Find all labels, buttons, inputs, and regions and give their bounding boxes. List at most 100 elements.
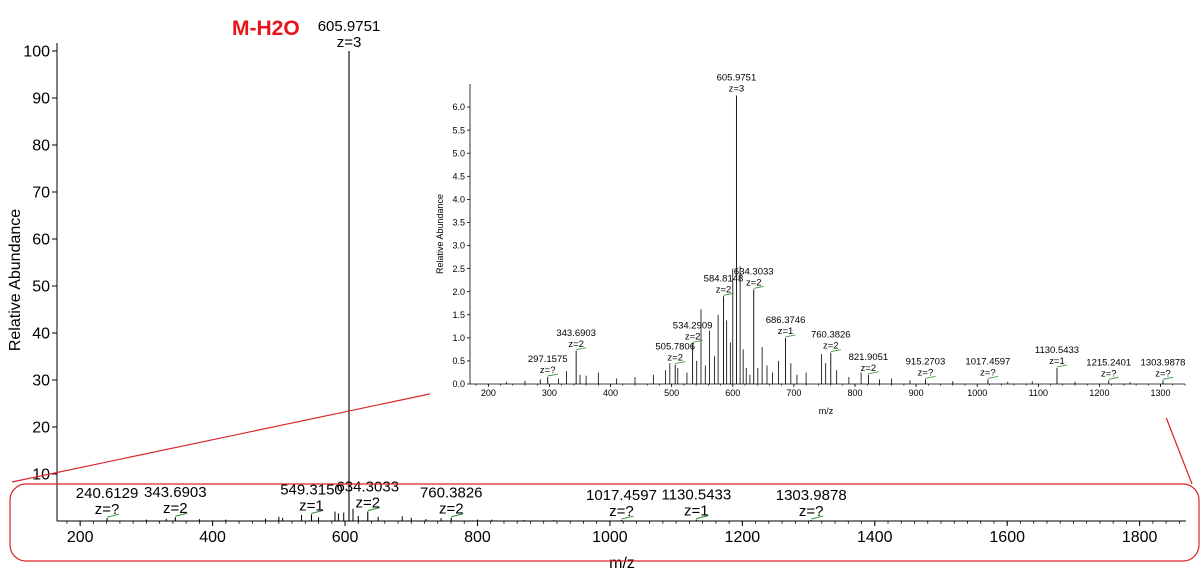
peak-label-leader: [311, 509, 324, 514]
y-tick-label: 2.5: [452, 264, 465, 274]
peak-label-leader: [675, 361, 686, 365]
peak-mz-label: 1130.5433: [661, 487, 731, 504]
peak-label-leader: [1108, 376, 1119, 380]
peak-mz-label: 760.3826: [420, 485, 483, 502]
peak-label-leader: [785, 334, 796, 338]
peak-label-leader: [925, 375, 936, 379]
peak-charge-label: z=?: [980, 367, 996, 378]
y-tick-label: 90: [32, 91, 50, 108]
peak-mz-label: 534.2909: [673, 320, 713, 331]
x-tick-label: 1000: [592, 529, 628, 546]
peak-label-leader: [576, 347, 587, 351]
peak-charge-label: z=?: [1101, 368, 1117, 379]
peak-charge-label: z=2: [439, 501, 464, 518]
peak-label-leader: [723, 292, 734, 296]
x-tick-label: 500: [664, 388, 679, 398]
peak-charge-label: z=?: [799, 503, 824, 520]
peak-charge-label: z=3: [729, 84, 745, 95]
peak-charge-label: z=?: [609, 503, 634, 520]
peak-label-leader: [1056, 364, 1068, 368]
peak-mz-label: 605.9751: [717, 73, 757, 84]
peak-mz-label: 297.1575: [528, 354, 568, 365]
x-tick-label: 800: [464, 529, 491, 546]
y-tick-label: 60: [32, 232, 50, 249]
peak-label-leader: [692, 339, 703, 343]
y-tick-label: 1.0: [452, 333, 465, 343]
peak-mz-label: 1303.9878: [1141, 357, 1186, 368]
x-tick-label: 200: [67, 529, 94, 546]
x-tick-label: 1300: [1151, 388, 1171, 398]
peak-mz-label: 760.3826: [811, 330, 851, 341]
x-tick-label: 200: [481, 388, 496, 398]
y-tick-label: 50: [32, 279, 50, 296]
peak-label-leader: [811, 515, 824, 520]
peak-charge-label: z=?: [540, 365, 556, 376]
x-tick-label: 1200: [725, 529, 761, 546]
peak-charge-label: z=?: [918, 367, 934, 378]
peak-charge-label: z=1: [778, 326, 794, 337]
peak-mz-label: 1017.4597: [965, 356, 1010, 367]
y-tick-label: 20: [32, 420, 50, 437]
y-tick-label: 3.5: [452, 218, 465, 228]
y-tick-label: 4.5: [452, 171, 465, 181]
y-tick-label: 0.5: [452, 356, 465, 366]
y-tick-label: 5.0: [452, 148, 465, 158]
peak-mz-label: 686.3746: [766, 315, 806, 326]
zoom-connector-right: [1161, 406, 1193, 485]
peak-charge-label: z=2: [685, 331, 701, 342]
x-tick-label: 1200: [1089, 388, 1109, 398]
y-tick-label: 30: [32, 373, 50, 390]
x-tick-label: 900: [909, 388, 924, 398]
x-tick-label: 1400: [857, 529, 893, 546]
inset-y-ticks: 0.0 0.5 1.0 1.5 2.0 2.5 3.0 3.5 4.0 4.5 5.0 5.5 6.0: [452, 102, 470, 389]
peak-mz-label: 1130.5433: [1035, 345, 1079, 356]
y-tick-label: 70: [32, 185, 50, 202]
inset-x-ticks: 200 300 400 500 600 700 800 900 1000 1100 1200 1300: [475, 384, 1186, 398]
inset-labeled-peaks: [547, 95, 1164, 384]
peak-label-leader: [547, 373, 558, 377]
x-tick-label: 400: [199, 529, 226, 546]
peak-charge-label: z=2: [823, 341, 839, 352]
y-tick-label: 6.0: [452, 102, 465, 112]
peak-mz-label: 1017.4597: [586, 487, 657, 504]
y-tick-label: 80: [32, 138, 50, 155]
y-tick-label: 100: [23, 44, 50, 61]
peak-charge-label: z=1: [299, 497, 324, 514]
peak-label-leader: [987, 375, 998, 379]
peak-charge-label: z=2: [355, 495, 380, 512]
peak-label-leader: [1162, 376, 1174, 380]
m-h2o-annotation-label: M-H2O: [232, 17, 300, 40]
main-peak-annotations: 240.6129z=?343.6903z=2549.3150z=1605.975…: [76, 18, 847, 520]
main-y-axis-label: Relative Abundance: [7, 209, 24, 351]
x-tick-label: 1100: [1029, 388, 1048, 398]
inset-x-axis-label: m/z: [819, 406, 834, 416]
y-tick-label: 4.0: [452, 195, 465, 205]
peak-charge-label: z=2: [861, 363, 877, 374]
y-tick-label: 3.0: [452, 241, 465, 251]
x-tick-label: 800: [847, 388, 862, 398]
peak-mz-label: 549.3150: [280, 481, 343, 498]
peak-label-leader: [367, 507, 380, 512]
y-tick-label: 2.0: [452, 287, 465, 297]
peak-mz-label: 605.9751: [318, 18, 381, 35]
peak-label-leader: [175, 512, 188, 517]
zoom-connector-left: [11, 390, 445, 483]
peak-charge-label: z=?: [95, 501, 120, 518]
peak-mz-label: 505.7806: [655, 342, 695, 353]
peak-mz-label: 634.3033: [734, 266, 774, 277]
peak-label-leader: [753, 285, 764, 289]
peak-label-leader: [868, 371, 879, 375]
x-tick-label: 1000: [967, 388, 987, 398]
peak-mz-label: 1215.2401: [1086, 357, 1131, 368]
peak-charge-label: z=2: [163, 500, 188, 517]
inset-spectrum-chart: 0.00.51.01.52.02.53.03.54.04.55.05.56.0 …: [430, 58, 1192, 418]
main-y-ticks: 10 20 30 40 50 60 70 80 90 100: [23, 44, 57, 484]
x-tick-label: 600: [725, 388, 740, 398]
main-x-axis-label: m/z: [609, 555, 635, 572]
peak-mz-label: 1303.9878: [776, 487, 847, 504]
peak-mz-label: 343.6903: [556, 328, 596, 339]
inset-minor-peaks: [506, 266, 1131, 384]
peak-charge-label: z=2: [746, 277, 762, 288]
x-tick-label: 300: [542, 388, 557, 398]
